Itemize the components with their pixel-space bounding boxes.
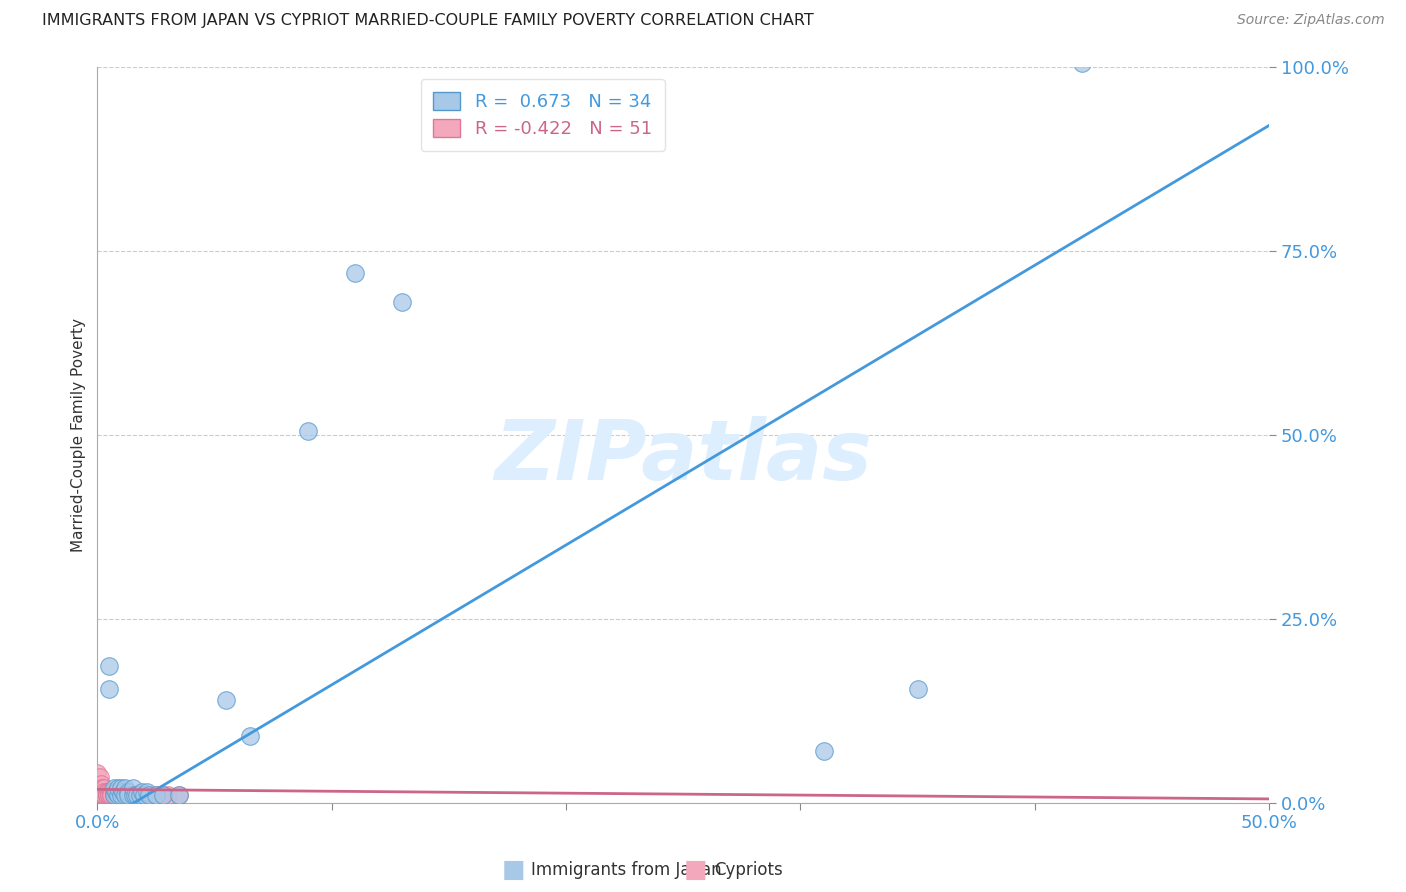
Point <box>91 784 114 798</box>
Point <box>93 784 115 798</box>
Point <box>103 789 125 803</box>
Point <box>239 730 262 744</box>
Point <box>112 789 135 803</box>
Point <box>152 789 174 803</box>
Point <box>91 789 114 803</box>
Point <box>391 295 413 310</box>
Point <box>93 784 115 798</box>
Point <box>98 784 121 798</box>
Y-axis label: Married-Couple Family Poverty: Married-Couple Family Poverty <box>72 318 86 551</box>
Point <box>93 789 115 803</box>
Point <box>103 780 125 795</box>
Text: ■: ■ <box>502 858 524 881</box>
Point <box>93 789 115 803</box>
Text: Source: ZipAtlas.com: Source: ZipAtlas.com <box>1237 13 1385 28</box>
Point <box>98 789 121 803</box>
Point <box>145 789 167 803</box>
Point <box>96 789 118 803</box>
Point <box>96 784 118 798</box>
Point <box>121 780 143 795</box>
Point <box>107 789 129 803</box>
Point <box>907 681 929 696</box>
Point <box>96 789 118 803</box>
Point <box>117 789 139 803</box>
Point <box>98 659 121 673</box>
Point <box>127 789 149 803</box>
Point <box>1070 56 1092 70</box>
Text: Cypriots: Cypriots <box>714 861 783 879</box>
Point <box>813 744 835 758</box>
Text: ■: ■ <box>685 858 707 881</box>
Point <box>138 789 160 803</box>
Point <box>114 789 136 803</box>
Point <box>215 692 238 706</box>
Point <box>344 266 367 280</box>
Point <box>91 780 114 795</box>
Point <box>98 789 121 803</box>
Legend: R =  0.673   N = 34, R = -0.422   N = 51: R = 0.673 N = 34, R = -0.422 N = 51 <box>420 79 665 151</box>
Point <box>96 789 118 803</box>
Text: Immigrants from Japan: Immigrants from Japan <box>531 861 723 879</box>
Point <box>96 784 118 798</box>
Point <box>110 789 132 803</box>
Point <box>134 789 156 803</box>
Point <box>145 789 167 803</box>
Point <box>103 784 125 798</box>
Point <box>89 780 111 795</box>
Point <box>93 789 115 803</box>
Point <box>91 789 114 803</box>
Point <box>86 777 108 791</box>
Point <box>135 784 157 798</box>
Point <box>103 789 125 803</box>
Point <box>121 789 143 803</box>
Point <box>114 780 136 795</box>
Point <box>107 789 129 803</box>
Point <box>90 784 112 798</box>
Point <box>105 789 128 803</box>
Point <box>110 780 132 795</box>
Point <box>98 681 121 696</box>
Point <box>297 424 319 438</box>
Point <box>131 784 153 798</box>
Point <box>169 789 191 803</box>
Point <box>114 789 136 803</box>
Point <box>131 789 153 803</box>
Point <box>91 789 114 803</box>
Point <box>110 789 132 803</box>
Point <box>86 766 108 780</box>
Point <box>100 789 122 803</box>
Point <box>93 780 115 795</box>
Point <box>120 789 142 803</box>
Point <box>100 789 122 803</box>
Point <box>89 780 111 795</box>
Point <box>117 784 139 798</box>
Point <box>124 789 146 803</box>
Point <box>90 777 112 791</box>
Point <box>127 789 149 803</box>
Point <box>124 789 146 803</box>
Point <box>100 784 122 798</box>
Point <box>138 789 160 803</box>
Text: ZIPatlas: ZIPatlas <box>495 417 872 497</box>
Point <box>89 789 111 803</box>
Point <box>107 780 129 795</box>
Point <box>112 784 135 798</box>
Point <box>121 789 143 803</box>
Point <box>89 770 111 784</box>
Point <box>128 789 150 803</box>
Point <box>117 789 139 803</box>
Point <box>134 789 156 803</box>
Point <box>152 789 174 803</box>
Text: IMMIGRANTS FROM JAPAN VS CYPRIOT MARRIED-COUPLE FAMILY POVERTY CORRELATION CHART: IMMIGRANTS FROM JAPAN VS CYPRIOT MARRIED… <box>42 13 814 29</box>
Point <box>156 789 179 803</box>
Point <box>105 784 128 798</box>
Point <box>128 789 150 803</box>
Point <box>89 789 111 803</box>
Point <box>169 789 191 803</box>
